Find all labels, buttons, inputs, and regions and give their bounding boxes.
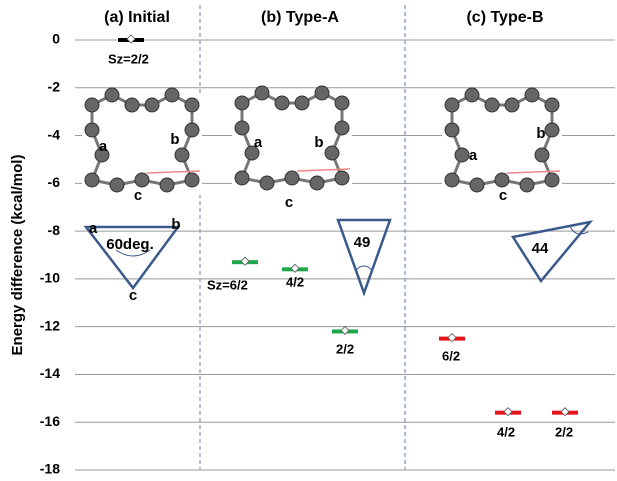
y-tick-label: -2 (48, 78, 61, 94)
atom (160, 178, 174, 192)
level-label: 6/2 (442, 348, 460, 363)
molecule-label: a (254, 134, 263, 151)
atom (185, 123, 199, 137)
y-tick-label: -12 (40, 317, 60, 333)
atom (85, 98, 99, 112)
atom (110, 178, 124, 192)
panel-title: (c) Type-B (466, 9, 543, 26)
atom (545, 98, 559, 112)
atom (535, 148, 549, 162)
atom (495, 173, 509, 187)
angle-label: 44 (532, 240, 549, 257)
chart: Energy difference (kcal/mol) 0 -2 -4 -6 -8 -1… (0, 0, 617, 481)
atom (175, 148, 189, 162)
y-tick-label: -10 (40, 270, 60, 286)
atom (185, 98, 199, 112)
atom (335, 171, 349, 185)
atom (445, 173, 459, 187)
triangle-label: a (89, 220, 98, 237)
molecule-label: b (314, 134, 323, 151)
atom (505, 98, 519, 112)
y-tick-label: 0 (52, 31, 60, 47)
atom (185, 173, 199, 187)
molecule-label: b (536, 125, 545, 142)
y-axis-title: Energy difference (kcal/mol) (9, 155, 26, 356)
molecule-label: a (99, 138, 108, 155)
atom (255, 86, 269, 100)
atom (445, 123, 459, 137)
y-tick-label: -16 (40, 413, 60, 429)
triangle-label: b (171, 216, 180, 233)
atom (465, 88, 479, 102)
molecule-label: c (134, 187, 142, 204)
atom (335, 121, 349, 135)
angle-label: 49 (354, 234, 371, 251)
atom (105, 88, 119, 102)
level-label: 2/2 (555, 424, 573, 439)
atom (235, 96, 249, 110)
molecule-label: a (469, 147, 478, 164)
atom (145, 98, 159, 112)
atom (295, 96, 309, 110)
y-tick-label: -4 (48, 126, 61, 142)
atom (135, 173, 149, 187)
atom (445, 98, 459, 112)
angle-label: 60deg. (106, 236, 154, 253)
y-tick-label: -14 (40, 365, 60, 381)
atom (470, 178, 484, 192)
page: {"chart_data": {"type": "level", "y_labe… (0, 0, 617, 481)
atom (455, 148, 469, 162)
level-label: 4/2 (286, 274, 304, 289)
atom (165, 88, 179, 102)
atom (260, 176, 274, 190)
panel-title: (a) Initial (104, 9, 170, 26)
molecule-label: c (285, 194, 293, 211)
y-tick-label: -8 (48, 222, 61, 238)
atom (235, 171, 249, 185)
atom (275, 96, 289, 110)
atom (545, 123, 559, 137)
y-tick-label: -18 (40, 461, 60, 477)
atom (285, 171, 299, 185)
atom (85, 123, 99, 137)
triangle-label: c (129, 287, 137, 304)
atom (525, 88, 539, 102)
level-label: 2/2 (336, 341, 354, 356)
atom (125, 98, 139, 112)
level-label: 4/2 (497, 424, 515, 439)
panel-title: (b) Type-A (261, 9, 339, 26)
atom (325, 146, 339, 160)
atom (520, 178, 534, 192)
y-tick-label: -6 (48, 174, 61, 190)
level-label: Sz=2/2 (108, 51, 149, 66)
angle-arc (356, 266, 372, 270)
atom (310, 176, 324, 190)
level-label: Sz=6/2 (207, 277, 248, 292)
atom (315, 86, 329, 100)
atom (335, 96, 349, 110)
atom (485, 98, 499, 112)
atom (545, 173, 559, 187)
molecule-label: b (170, 131, 179, 148)
atom (85, 173, 99, 187)
molecule-label: c (499, 187, 507, 204)
atom (235, 121, 249, 135)
